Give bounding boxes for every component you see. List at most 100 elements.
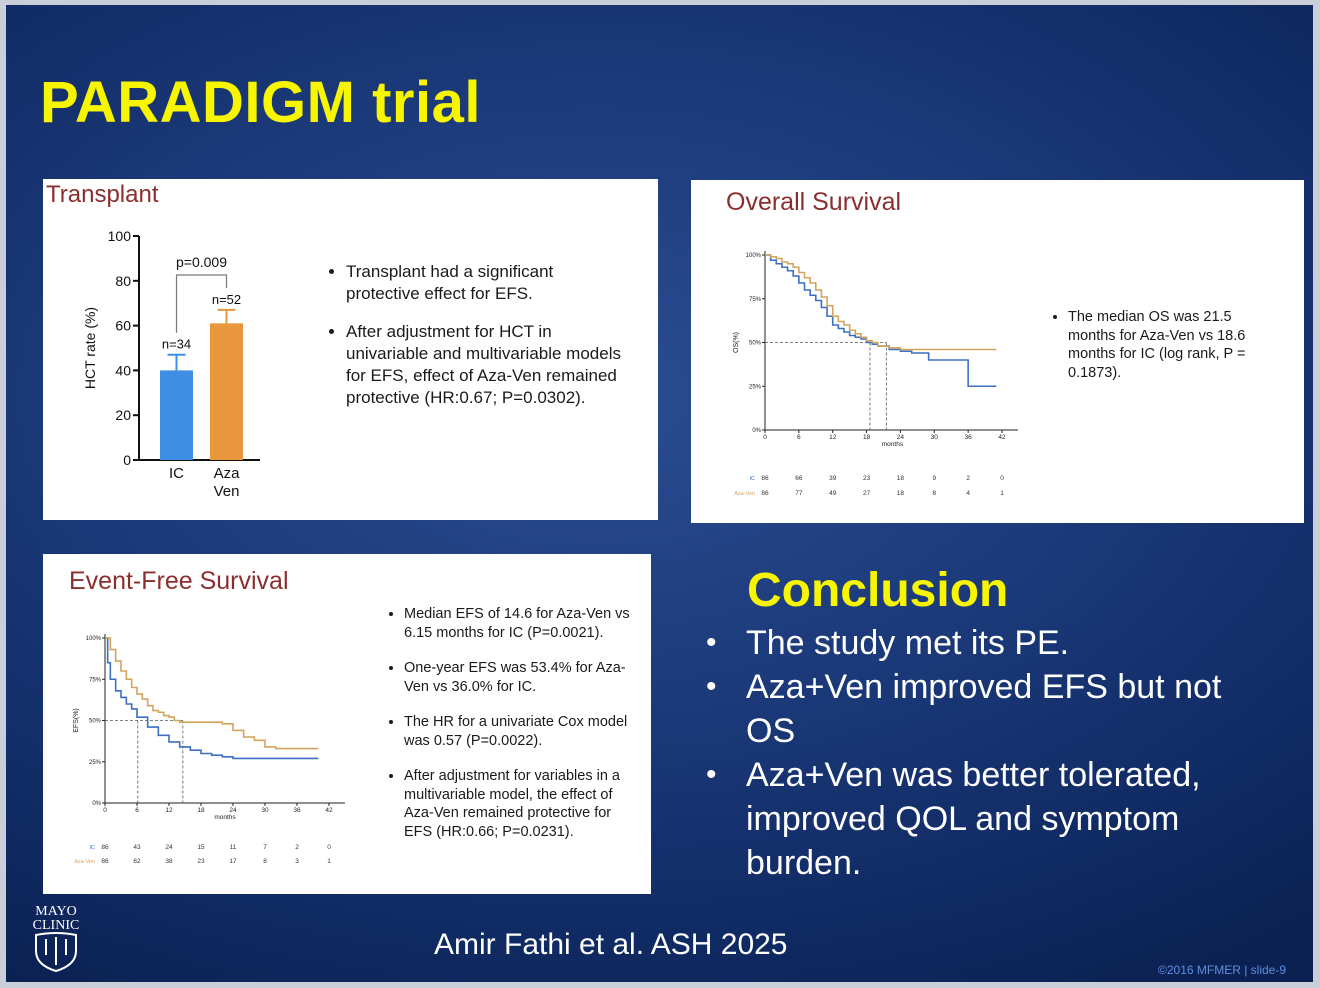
risk-table-value: 49	[829, 490, 837, 497]
risk-table-value: 2	[966, 475, 970, 482]
efs-panel: Event-Free Survival 0% 25% 50% 75% 100% 0 6 12 1…	[43, 554, 651, 894]
transplant-bullet-2: After adjustment for HCT in univariable …	[346, 321, 630, 409]
transplant-bar-chart: 0 20 40 60 80 100 HCT rate (%) n=34 IC n=52 AzaVen…	[82, 228, 260, 500]
y-tick-label: 100	[108, 228, 132, 244]
conclusion-title: Conclusion	[747, 564, 1009, 617]
conclusion-line: Aza+Ven improved EFS but not	[746, 668, 1222, 706]
conclusion-item-text: Aza+Ven was better tolerated, improved QO…	[746, 753, 1201, 885]
conclusion-list: • The study met its PE. • Aza+Ven improved …	[706, 621, 1286, 885]
conclusion-line: OS	[746, 712, 796, 750]
risk-table-value: 0	[1000, 475, 1004, 482]
efs-bullet-4: After adjustment for variables in a mult…	[404, 767, 638, 841]
y-tick-label: 0	[123, 452, 131, 468]
category-label: Ven	[214, 483, 240, 500]
y-tick-label: 60	[115, 318, 131, 334]
risk-table-label: Aza-Ven	[734, 491, 755, 497]
bar-2	[210, 323, 243, 460]
y-tick-label: 100%	[86, 636, 102, 642]
x-tick-label: 36	[965, 434, 973, 441]
y-tick-label: 25%	[89, 760, 102, 766]
shield-icon	[35, 932, 77, 973]
risk-table-value: 0	[327, 844, 331, 851]
x-tick-label: 42	[998, 434, 1006, 441]
x-axis-label: months	[214, 814, 236, 821]
y-tick-label: 50%	[749, 341, 762, 347]
logo-line-1: MAYO	[35, 904, 77, 919]
transplant-bullets: Transplant had a significant protective …	[330, 261, 630, 425]
significance-bracket	[175, 274, 228, 333]
risk-table-value: 3	[295, 858, 299, 865]
x-tick-label: 12	[165, 807, 173, 814]
efs-bullets: Median EFS of 14.6 for Aza-Ven vs 6.15 m…	[388, 605, 638, 858]
risk-table-value: 23	[197, 858, 205, 865]
x-tick-label: 36	[293, 807, 301, 814]
y-tick-label: 75%	[749, 297, 762, 303]
x-tick-label: 24	[229, 807, 237, 814]
risk-table-value: 24	[165, 844, 173, 851]
risk-table-value: 66	[795, 475, 803, 482]
p-value-label: p=0.009	[176, 254, 227, 270]
conclusion-line: burden.	[746, 844, 862, 882]
risk-table-value: 1	[327, 858, 331, 865]
risk-table-value: 86	[761, 475, 769, 482]
category-label: IC	[169, 465, 184, 482]
y-tick-label: 20	[115, 407, 131, 423]
risk-table-value: 7	[263, 844, 267, 851]
risk-table-value: 4	[966, 490, 970, 497]
y-tick-label: 50%	[89, 719, 102, 725]
x-tick-label: 30	[261, 807, 269, 814]
x-tick-label: 30	[931, 434, 939, 441]
km-curve-2	[765, 254, 997, 351]
risk-table-value: 43	[133, 844, 141, 851]
os-bullets: The median OS was 21.5 months for Aza-Ve…	[1052, 308, 1282, 398]
efs-title: Event-Free Survival	[69, 567, 289, 595]
conclusion-item: • Aza+Ven improved EFS but not OS	[706, 665, 1286, 753]
n-label: n=34	[162, 337, 191, 352]
conclusion-line: The study met its PE.	[746, 624, 1070, 662]
risk-table-value: 86	[101, 844, 109, 851]
risk-table-value: 1	[1000, 490, 1004, 497]
x-tick-label: 0	[763, 434, 767, 441]
x-tick-label: 18	[863, 434, 871, 441]
y-tick-label: 0%	[752, 428, 761, 434]
risk-table-value: 62	[133, 858, 141, 865]
bullet-icon: •	[706, 758, 717, 791]
bullet-icon: •	[706, 670, 717, 703]
efs-bullet-1: Median EFS of 14.6 for Aza-Ven vs 6.15 m…	[404, 605, 638, 642]
mayo-clinic-logo: MAYO CLINIC	[33, 904, 80, 973]
risk-table-value: 38	[165, 858, 173, 865]
y-tick-label: 0%	[92, 801, 101, 807]
risk-table-value: 2	[295, 844, 299, 851]
slide-title: PARADIGM trial	[40, 70, 481, 135]
x-axis-label: months	[882, 441, 904, 448]
conclusion-item-text: The study met its PE.	[746, 621, 1069, 665]
risk-table-value: 18	[897, 475, 905, 482]
x-tick-label: 6	[797, 434, 801, 441]
conclusion-item: • The study met its PE.	[706, 621, 1286, 665]
y-tick-label: 80	[115, 273, 131, 289]
risk-table-value: 23	[863, 475, 871, 482]
os-bullet-1: The median OS was 21.5 months for Aza-Ve…	[1068, 308, 1282, 382]
risk-table-value: 18	[897, 490, 905, 497]
transplant-panel: Transplant 0 20 40 60 80 100 HCT rate (%) n=34 I…	[43, 179, 658, 520]
citation: Amir Fathi et al. ASH 2025	[434, 928, 788, 961]
km-curve-1	[105, 637, 319, 760]
shield-inner-icon	[45, 937, 67, 965]
y-tick-label: 25%	[749, 384, 762, 390]
conclusion-line: Aza+Ven was better tolerated,	[746, 756, 1201, 794]
y-tick-label: 40	[115, 362, 131, 378]
efs-bullet-3: The HR for a univariate Cox model was 0.…	[404, 713, 638, 750]
y-tick-label: 100%	[746, 253, 762, 259]
transplant-title: Transplant	[46, 181, 159, 208]
y-axis-label: EFS(%)	[73, 708, 80, 733]
risk-table-value: 86	[101, 858, 109, 865]
y-axis-label: HCT rate (%)	[82, 307, 98, 389]
efs-km-chart: 0%25%50%75%100%0 6 12 18 24 30 36 42monthsEFS(%…	[73, 634, 345, 865]
risk-table-value: 39	[829, 475, 837, 482]
conclusion-line: improved QOL and symptom	[746, 800, 1180, 838]
bar-1	[160, 370, 193, 460]
logo-line-2: CLINIC	[33, 918, 80, 933]
risk-table-label: IC	[90, 845, 96, 851]
os-title: Overall Survival	[726, 188, 902, 216]
km-curve-2	[105, 637, 319, 750]
